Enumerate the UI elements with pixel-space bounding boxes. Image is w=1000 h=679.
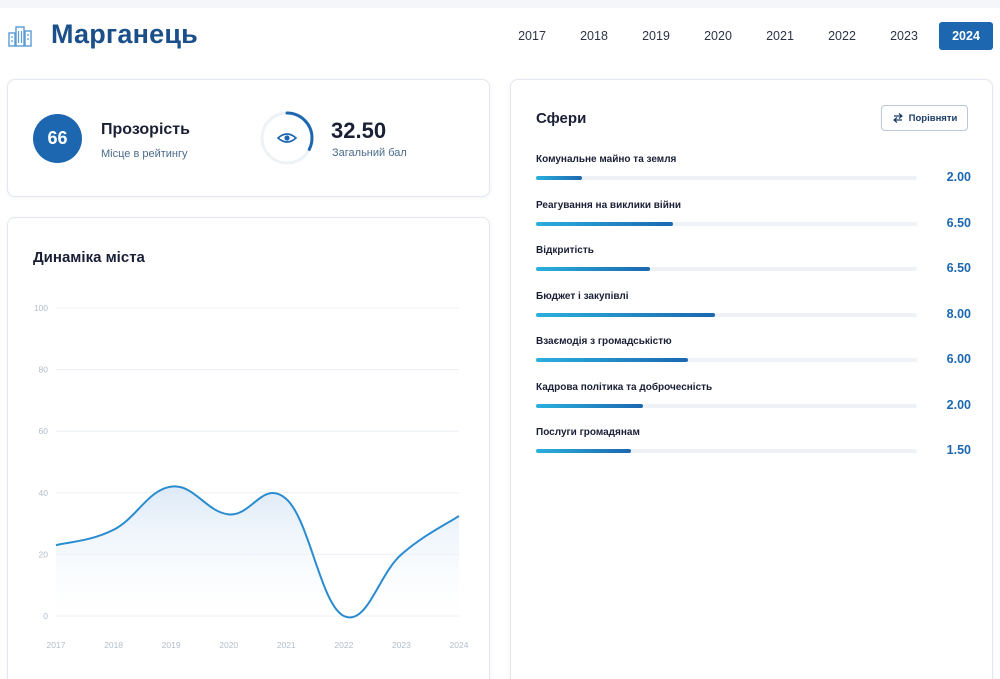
year-tab-2023[interactable]: 2023 (890, 29, 918, 43)
sphere-value: 1.50 (946, 443, 971, 457)
year-tabs: 2017 2018 2019 2020 2021 2022 2023 2024 (505, 22, 993, 50)
year-tab-2018[interactable]: 2018 (580, 29, 608, 43)
sphere-value: 2.00 (946, 397, 971, 412)
sphere-label: Комунальне майно та земля (536, 154, 677, 165)
year-tab-2024[interactable]: 2024 (939, 22, 993, 50)
score-value: 32.50 (331, 118, 387, 143)
spheres-card: Сфери Порівняти Комунальне майно та земл… (510, 79, 993, 679)
year-tab-2021[interactable]: 2021 (766, 29, 794, 43)
sphere-bar-fill (536, 176, 582, 180)
sphere-bar-track (536, 403, 917, 408)
city-title: Марганець (51, 19, 198, 49)
rating-card: 66 Прозорість Місце в рейтингу 32.50 Заг… (7, 79, 490, 197)
sphere-bar-track (536, 358, 917, 362)
x-tick-label: 2020 (219, 640, 238, 650)
x-tick-label: 2024 (450, 640, 469, 650)
y-tick-label: 100 (34, 303, 48, 313)
year-tab-2019[interactable]: 2019 (642, 29, 670, 43)
page-header: Марганець 2017 2018 2019 2020 2021 2022 2023 20… (0, 10, 1000, 62)
year-tab-2017[interactable]: 2017 (518, 29, 546, 43)
y-tick-label: 60 (39, 426, 49, 436)
x-tick-label: 2019 (162, 640, 181, 650)
city-buildings-icon (8, 26, 32, 47)
sphere-bar-fill (536, 267, 651, 271)
sphere-bar-fill (536, 312, 716, 317)
compare-label: Порівняти (908, 112, 958, 124)
x-tick-label: 2023 (392, 640, 411, 650)
y-tick-label: 40 (39, 488, 49, 498)
sphere-item: Відкритість 6.50 (536, 245, 971, 285)
sphere-item: Реагування на виклики війни 6.50 (536, 200, 971, 240)
eye-icon (276, 133, 298, 143)
sphere-value: 8.00 (946, 306, 971, 321)
sphere-bar-track (536, 221, 917, 226)
spheres-title: Сфери (536, 110, 587, 127)
y-tick-label: 0 (43, 611, 48, 621)
rating-subtitle: Місце в рейтингу (101, 148, 188, 160)
sphere-bar-fill (536, 358, 689, 362)
sphere-item: Кадрова політика та доброчесність 2.00 (536, 382, 971, 422)
year-tab-2020[interactable]: 2020 (704, 29, 732, 43)
sphere-item: Комунальне майно та земля 2.00 (536, 154, 971, 194)
rank-badge: 66 (33, 114, 82, 163)
score-ring (260, 111, 314, 165)
dynamics-chart: 0 20 40 60 80 100 2017 2018 2019 2020 2021 2022 2023… (34, 303, 469, 650)
score-label: Загальний бал (332, 147, 407, 159)
compare-button[interactable]: Порівняти (881, 105, 968, 131)
sphere-value: 6.50 (946, 215, 971, 230)
series-area (56, 486, 459, 618)
sphere-value: 6.50 (946, 261, 971, 275)
rating-title: Прозорість (101, 121, 190, 138)
sphere-label: Кадрова політика та доброчесність (536, 381, 713, 393)
sphere-bar-track (536, 267, 917, 271)
sphere-item: Послуги громадянам 1.50 (536, 427, 971, 467)
top-strip (0, 0, 1000, 8)
x-tick-label: 2017 (47, 640, 66, 650)
sphere-label: Взаємодія з громадськістю (536, 336, 672, 347)
series-line (55, 485, 460, 619)
year-tab-2022[interactable]: 2022 (828, 29, 856, 43)
sphere-value: 2.00 (946, 170, 971, 184)
sphere-label: Послуги громадянам (536, 427, 640, 438)
y-tick-label: 20 (39, 549, 49, 559)
sphere-label: Реагування на виклики війни (536, 199, 682, 211)
dynamics-title: Динаміка міста (33, 249, 145, 266)
sphere-item: Бюджет і закупівлі 8.00 (536, 291, 971, 331)
y-tick-label: 80 (39, 365, 49, 375)
sphere-label: Бюджет і закупівлі (536, 290, 629, 302)
sphere-value: 6.00 (946, 352, 971, 366)
swap-arrows-icon (892, 113, 903, 123)
sphere-bar-track (536, 449, 917, 453)
sphere-bar-track (536, 176, 917, 180)
sphere-bar-fill (536, 403, 643, 408)
sphere-bar-fill (536, 449, 632, 453)
sphere-bar-track (536, 312, 917, 317)
x-tick-label: 2021 (277, 640, 296, 650)
sphere-label: Відкритість (536, 245, 594, 256)
dynamics-card: Динаміка міста 0 20 40 60 80 100 2017 2018 2019 2… (7, 217, 490, 679)
x-tick-label: 2022 (334, 640, 353, 650)
sphere-item: Взаємодія з громадськістю 6.00 (536, 336, 971, 376)
x-tick-label: 2018 (104, 640, 123, 650)
sphere-bar-fill (536, 221, 674, 226)
